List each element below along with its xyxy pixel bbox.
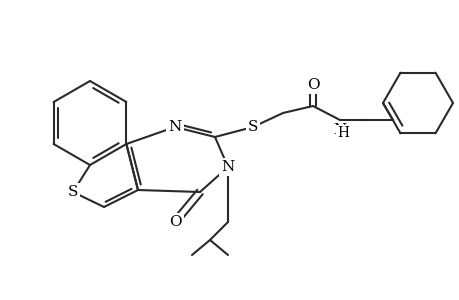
Text: S: S (247, 120, 257, 134)
Text: O: O (168, 215, 181, 229)
Text: S: S (67, 185, 78, 199)
Text: N: N (221, 160, 234, 174)
Text: H: H (336, 126, 348, 140)
Text: O: O (306, 78, 319, 92)
Text: N: N (333, 123, 346, 137)
Text: N: N (168, 120, 181, 134)
